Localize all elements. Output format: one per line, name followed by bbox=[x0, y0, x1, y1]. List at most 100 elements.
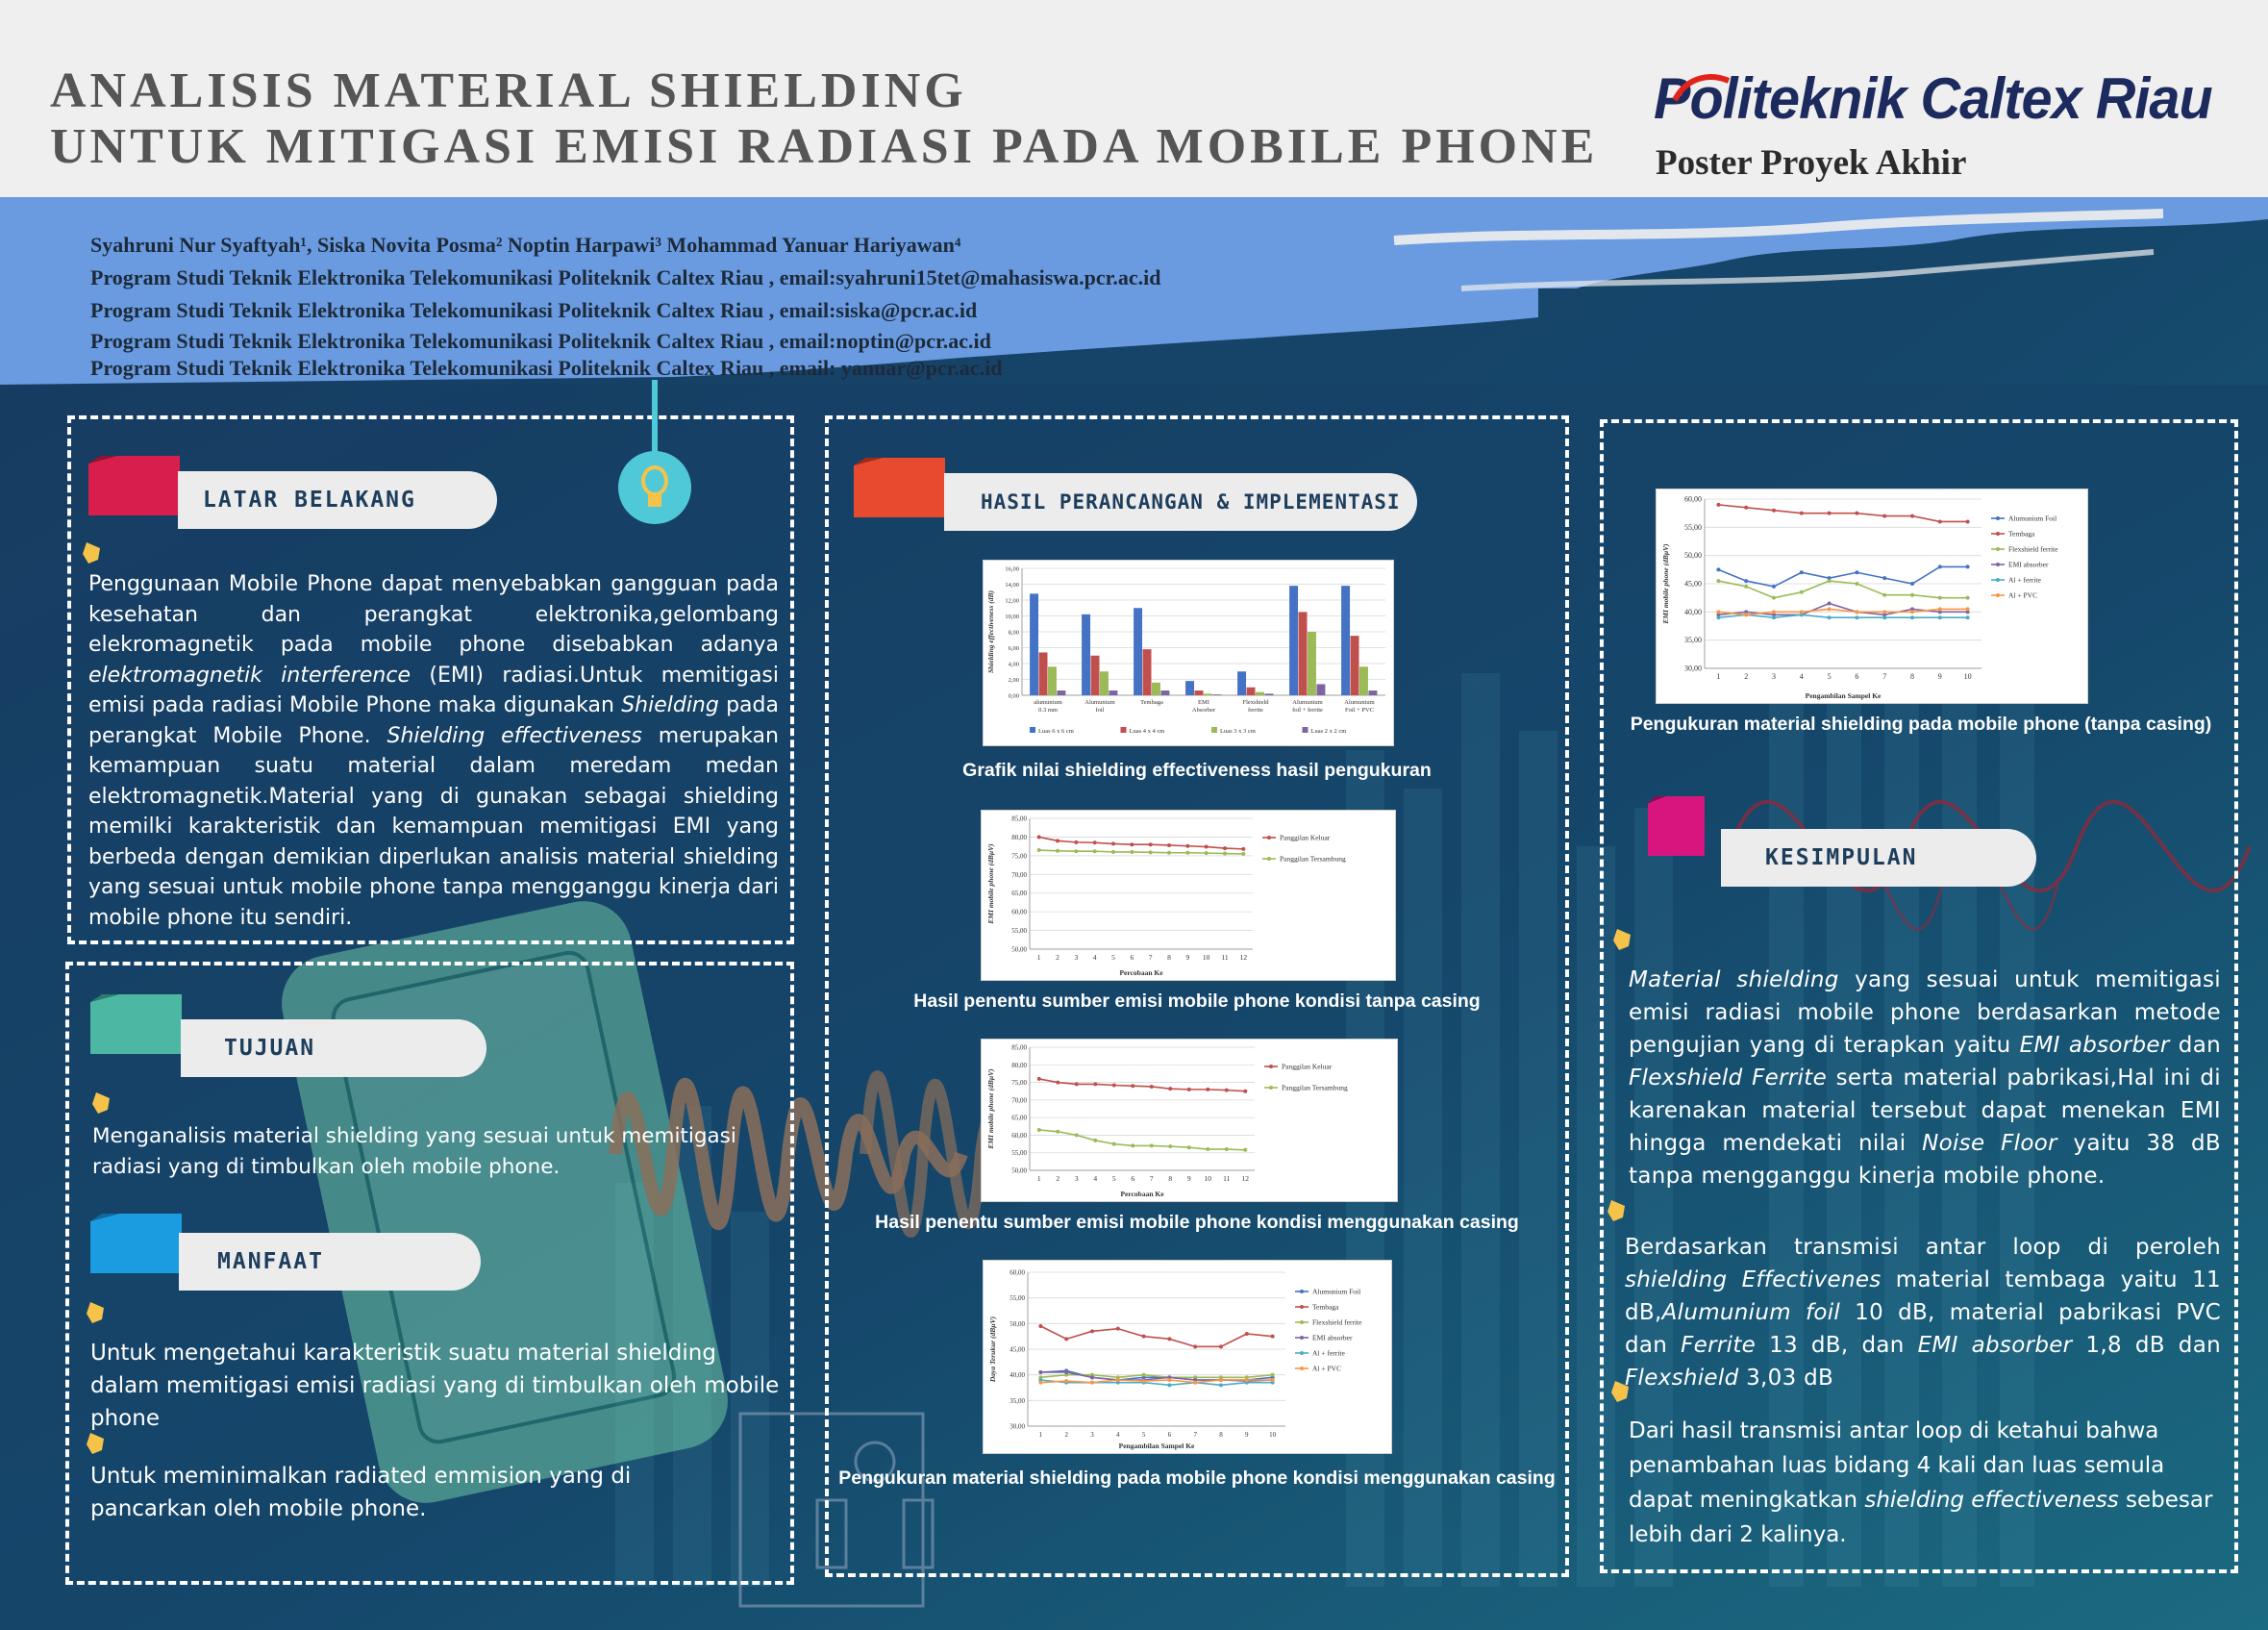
bar bbox=[1359, 666, 1368, 695]
legend-marker bbox=[1269, 1065, 1273, 1068]
data-point bbox=[1036, 848, 1041, 853]
data-point bbox=[1131, 1143, 1135, 1148]
kesimpulan-flag-icon bbox=[1648, 796, 1705, 856]
manfaat-item-2: Untuk meminimalkan radiated emmision yan… bbox=[90, 1464, 632, 1521]
data-point bbox=[1827, 601, 1832, 606]
data-point bbox=[1056, 1080, 1060, 1085]
affiliation-3: Program Studi Teknik Elektronika Telekom… bbox=[90, 329, 991, 353]
data-point bbox=[1910, 582, 1914, 586]
bar bbox=[1298, 612, 1308, 695]
x-tick-label: 12 bbox=[1240, 953, 1248, 962]
hasil-title: HASIL PERANCANGAN & IMPLEMENTASI bbox=[981, 490, 1401, 514]
x-tick-label: 3 bbox=[1075, 1174, 1079, 1183]
data-point bbox=[1056, 1129, 1060, 1134]
legend-label: Panggilan Keluar bbox=[1282, 1063, 1333, 1071]
bar bbox=[1090, 655, 1100, 695]
y-tick-label: 75,00 bbox=[1011, 1079, 1027, 1087]
data-point bbox=[1193, 1344, 1198, 1349]
x-tick-label: 4 bbox=[1093, 953, 1097, 962]
y-axis-label: EMI mobile phone (dBµV) bbox=[986, 1068, 995, 1150]
data-point bbox=[1056, 848, 1059, 853]
data-point bbox=[1937, 595, 1942, 600]
y-tick-label: 75,00 bbox=[1011, 852, 1027, 860]
x-tick-label: 8 bbox=[1167, 953, 1171, 962]
x-tick-label: 10 bbox=[1205, 1174, 1212, 1183]
chart-svg: 30,00 35,00 40,00 45,00 50,00 55,00 60,00 Daya … bbox=[988, 1269, 1362, 1451]
legend-marker bbox=[1996, 593, 2000, 597]
data-point bbox=[1910, 592, 1914, 597]
data-point bbox=[1243, 1147, 1248, 1152]
y-tick-label: 70,00 bbox=[1011, 1096, 1027, 1104]
data-point bbox=[1241, 846, 1246, 851]
legend-marker bbox=[1267, 857, 1271, 861]
y-tick-label: 65,00 bbox=[1011, 890, 1027, 897]
legend-label: EMI absorber bbox=[2008, 561, 2049, 569]
x-tick-label: Alumunium bbox=[1344, 699, 1374, 706]
legend-label: Tembaga bbox=[2008, 530, 2035, 539]
data-point bbox=[1799, 589, 1804, 594]
hasil-heading: HASIL PERANCANGAN & IMPLEMENTASI bbox=[944, 473, 1417, 531]
x-tick-label: 7 bbox=[1149, 953, 1153, 962]
panel-latar-belakang bbox=[67, 415, 794, 944]
data-point bbox=[1224, 1088, 1229, 1092]
x-tick-label: 3 bbox=[1772, 672, 1776, 681]
x-tick-label: 6 bbox=[1855, 672, 1858, 681]
x-tick-label: 2 bbox=[1056, 953, 1059, 962]
y-tick-label: 55,00 bbox=[1684, 523, 1702, 532]
data-point bbox=[1149, 1084, 1154, 1089]
bar bbox=[1368, 690, 1378, 695]
data-point bbox=[1799, 610, 1804, 614]
data-point bbox=[1270, 1378, 1275, 1382]
series-line bbox=[1040, 1379, 1273, 1384]
latar-belakang-title: LATAR BELAKANG bbox=[203, 488, 416, 513]
y-tick-label: 30,00 bbox=[1009, 1423, 1025, 1431]
data-point bbox=[1910, 514, 1914, 518]
x-tick-label: 5 bbox=[1111, 953, 1115, 962]
data-point bbox=[1244, 1378, 1249, 1382]
data-point bbox=[1937, 610, 1942, 614]
x-tick-label: 3 bbox=[1090, 1431, 1094, 1439]
logo-swoosh bbox=[1673, 74, 1731, 102]
x-tick-label: 1 bbox=[1039, 1431, 1043, 1439]
data-point bbox=[1772, 584, 1776, 589]
data-point bbox=[1168, 1087, 1173, 1091]
series-line bbox=[1718, 608, 1968, 616]
data-point bbox=[1855, 582, 1859, 586]
data-point bbox=[1882, 514, 1887, 518]
x-tick-label: Absorber bbox=[1192, 707, 1216, 714]
bar bbox=[1308, 632, 1316, 695]
x-tick-label: EMI bbox=[1198, 699, 1209, 706]
logo: Politeknik Caltex Riau bbox=[1654, 65, 2231, 138]
data-point bbox=[1937, 607, 1942, 612]
series-line bbox=[1038, 849, 1244, 855]
series-line bbox=[1718, 565, 1968, 588]
bar bbox=[1057, 690, 1066, 695]
bar bbox=[1100, 671, 1109, 695]
data-point bbox=[1799, 511, 1804, 515]
caption-chart-1: Grafik nilai shielding effectiveness has… bbox=[962, 760, 1432, 781]
data-point bbox=[1882, 615, 1887, 620]
y-tick-label: 50,00 bbox=[1009, 1320, 1025, 1328]
bar bbox=[1341, 586, 1351, 695]
bullet-bulb-icon bbox=[1608, 1200, 1625, 1221]
manfaat-heading: MANFAAT bbox=[179, 1233, 481, 1291]
y-tick-label: 60,00 bbox=[1009, 1269, 1025, 1277]
y-tick-label: 55,00 bbox=[1011, 927, 1027, 935]
y-tick-label: 35,00 bbox=[1009, 1397, 1025, 1405]
x-tick-label: 3 bbox=[1074, 953, 1078, 962]
bar bbox=[1030, 593, 1039, 695]
data-point bbox=[1111, 849, 1115, 854]
x-tick-label: foil bbox=[1095, 707, 1104, 714]
x-tick-label: alumunium bbox=[1034, 699, 1062, 706]
chart-material-tanpa-casing: 30,00 35,00 40,00 45,00 50,00 55,00 60,00 EMI m… bbox=[1656, 489, 2088, 704]
x-tick-label: 0.3 mm bbox=[1038, 707, 1058, 714]
legend-swatch bbox=[1030, 727, 1035, 733]
x-tick-label: 2 bbox=[1744, 672, 1748, 681]
data-point bbox=[1093, 1138, 1098, 1142]
x-tick-label: 1 bbox=[1037, 1174, 1041, 1183]
manfaat-title: MANFAAT bbox=[217, 1249, 324, 1274]
x-axis-label: Percobaan Ke bbox=[1120, 1190, 1164, 1198]
bar bbox=[1160, 690, 1170, 695]
y-tick-label: 16,00 bbox=[1005, 566, 1019, 573]
tujuan-flag-icon bbox=[90, 994, 182, 1054]
